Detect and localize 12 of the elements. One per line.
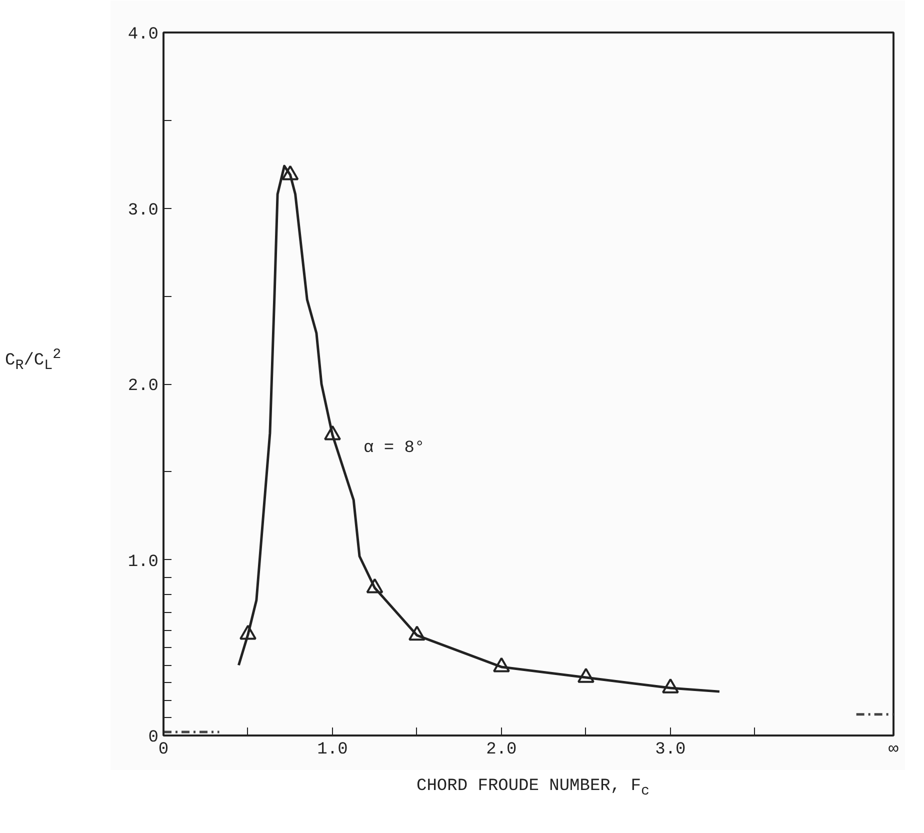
y-tick-label: 4.0 xyxy=(128,26,159,44)
y-tick-label: 1.0 xyxy=(128,552,159,572)
x-tick-label: 3.0 xyxy=(655,740,686,760)
y-tick-label: 3.0 xyxy=(128,201,159,220)
x-tick-label: ∞ xyxy=(888,740,899,760)
x-tick-label: 2.0 xyxy=(486,740,517,760)
x-axis-title: CHORD FROUDE NUMBER, F$_{c}$ xyxy=(416,776,650,802)
y-tick-label: 0 xyxy=(148,728,158,748)
x-tick-label: 1.0 xyxy=(317,740,348,760)
annotation: α = 8° xyxy=(364,439,425,458)
y-tick-label: 2.0 xyxy=(128,377,159,396)
line-series xyxy=(237,164,721,693)
